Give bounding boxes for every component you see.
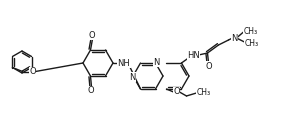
Text: O: O bbox=[87, 86, 94, 96]
Text: HN: HN bbox=[187, 51, 200, 59]
Text: O: O bbox=[205, 61, 212, 71]
Text: N: N bbox=[129, 72, 135, 82]
Text: CH₃: CH₃ bbox=[196, 88, 211, 98]
Text: O: O bbox=[88, 30, 95, 40]
Text: O: O bbox=[29, 67, 36, 76]
Text: NH: NH bbox=[118, 58, 130, 68]
Text: O: O bbox=[173, 87, 180, 97]
Text: CH₃: CH₃ bbox=[244, 26, 257, 36]
Text: N: N bbox=[231, 34, 238, 42]
Text: CH₃: CH₃ bbox=[244, 39, 258, 48]
Text: N: N bbox=[153, 57, 160, 67]
